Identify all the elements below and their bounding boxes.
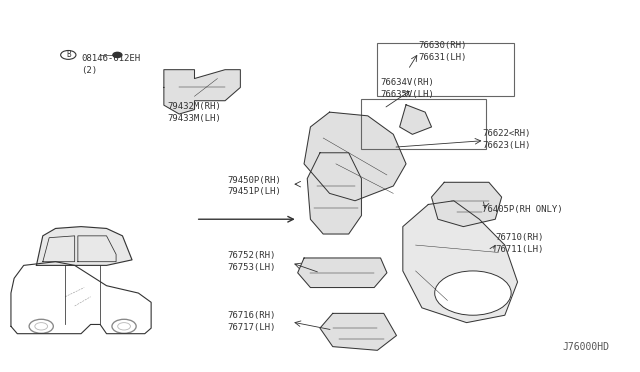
Text: 79450P(RH)
79451P(LH): 79450P(RH) 79451P(LH) (228, 176, 282, 196)
Polygon shape (403, 201, 518, 323)
Text: B: B (66, 51, 70, 60)
Polygon shape (36, 227, 132, 265)
Text: 76634V(RH)
76635V(LH): 76634V(RH) 76635V(LH) (381, 78, 435, 99)
Circle shape (435, 271, 511, 315)
Text: 76710(RH)
76711(LH): 76710(RH) 76711(LH) (495, 233, 543, 254)
Text: 76405P(RH ONLY): 76405P(RH ONLY) (483, 205, 563, 215)
Text: 76716(RH)
76717(LH): 76716(RH) 76717(LH) (228, 311, 276, 332)
Polygon shape (307, 153, 362, 234)
Text: 08146-612EH
(2): 08146-612EH (2) (81, 54, 140, 74)
Polygon shape (431, 182, 502, 227)
Circle shape (113, 52, 122, 58)
Polygon shape (304, 112, 406, 201)
Text: 76752(RH)
76753(LH): 76752(RH) 76753(LH) (228, 251, 276, 272)
Text: 76630(RH)
76631(LH): 76630(RH) 76631(LH) (419, 41, 467, 62)
Text: 76622<RH)
76623(LH): 76622<RH) 76623(LH) (483, 129, 531, 150)
Text: 79432M(RH)
79433M(LH): 79432M(RH) 79433M(LH) (167, 102, 221, 122)
Text: J76000HD: J76000HD (562, 342, 609, 352)
Polygon shape (320, 313, 396, 350)
Polygon shape (164, 70, 241, 114)
Polygon shape (399, 105, 431, 134)
Polygon shape (298, 258, 387, 288)
